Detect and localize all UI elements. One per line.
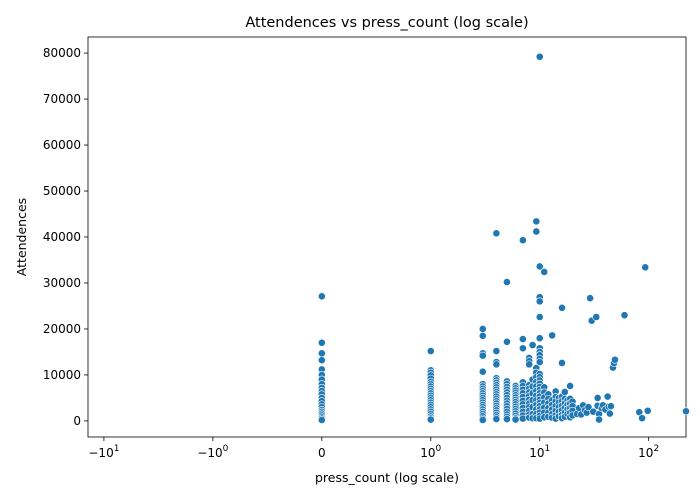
data-point bbox=[682, 407, 690, 416]
data-point bbox=[535, 358, 544, 366]
data-point bbox=[518, 335, 527, 343]
x-tick-base: 10 bbox=[420, 446, 435, 460]
x-tick-label: 101 bbox=[529, 444, 550, 460]
data-point bbox=[641, 263, 650, 272]
data-point bbox=[503, 278, 511, 286]
data-point bbox=[558, 359, 566, 367]
data-point bbox=[528, 341, 537, 349]
x-tick-base: 10 bbox=[529, 446, 544, 460]
data-point bbox=[317, 356, 326, 365]
data-point bbox=[478, 331, 487, 340]
data-point bbox=[317, 416, 326, 424]
data-point bbox=[317, 292, 326, 301]
data-point bbox=[478, 367, 487, 376]
data-point bbox=[492, 229, 501, 238]
x-tick-exponent: 0 bbox=[436, 444, 442, 454]
data-point bbox=[584, 403, 593, 412]
x-tick-label: 0 bbox=[318, 446, 326, 460]
data-point bbox=[503, 415, 511, 423]
x-axis-label: press_count (log scale) bbox=[315, 470, 459, 485]
data-point bbox=[317, 349, 326, 358]
data-point bbox=[535, 334, 544, 343]
x-tick-base: −10 bbox=[88, 446, 113, 460]
x-tick-label: −101 bbox=[88, 444, 119, 460]
y-tick-label: 80000 bbox=[43, 46, 81, 60]
y-tick-label: 20000 bbox=[43, 322, 81, 336]
data-point bbox=[603, 392, 612, 401]
y-tick-label: 70000 bbox=[43, 92, 81, 106]
data-point bbox=[317, 338, 326, 347]
data-point bbox=[511, 415, 520, 424]
data-point bbox=[607, 402, 615, 411]
x-tick-exponent: 2 bbox=[653, 444, 659, 454]
data-point bbox=[540, 268, 549, 276]
data-point bbox=[492, 415, 501, 423]
data-point bbox=[558, 303, 566, 312]
data-point bbox=[548, 331, 557, 340]
data-point bbox=[478, 325, 487, 333]
data-point bbox=[535, 297, 544, 306]
x-tick-base: 0 bbox=[318, 446, 326, 460]
data-point bbox=[592, 313, 601, 321]
x-tick-base: −10 bbox=[197, 446, 222, 460]
data-point bbox=[532, 217, 541, 226]
y-axis: 0 10000 20000 30000 40000 50000 60000 70000 8000… bbox=[43, 46, 88, 428]
y-tick-label: 50000 bbox=[43, 184, 81, 198]
data-point bbox=[638, 414, 646, 423]
data-point bbox=[518, 414, 527, 423]
x-tick-exponent: 0 bbox=[223, 444, 229, 454]
y-tick-label: 60000 bbox=[43, 138, 81, 152]
data-point bbox=[503, 337, 511, 346]
y-tick-label: 40000 bbox=[43, 230, 81, 244]
data-point bbox=[566, 382, 575, 390]
plot-frame bbox=[87, 36, 687, 438]
data-point bbox=[525, 360, 534, 369]
data-point bbox=[535, 262, 544, 271]
x-tick-exponent: 1 bbox=[545, 444, 551, 454]
y-axis-label: Attendences bbox=[14, 198, 29, 276]
x-tick-base: 10 bbox=[638, 446, 653, 460]
data-point bbox=[535, 313, 544, 321]
x-axis: −101 −100 0 100 101 102 bbox=[88, 437, 659, 460]
data-point bbox=[478, 351, 487, 360]
chart-title: Attendences vs press_count (log scale) bbox=[245, 15, 528, 31]
data-point bbox=[586, 294, 595, 303]
data-point bbox=[620, 311, 629, 320]
y-tick-label: 10000 bbox=[43, 368, 81, 382]
y-tick-label: 0 bbox=[73, 414, 81, 428]
data-point bbox=[532, 227, 541, 236]
data-point bbox=[611, 355, 619, 364]
data-point bbox=[518, 344, 527, 353]
x-tick-label: −100 bbox=[197, 444, 228, 460]
x-tick-label: 102 bbox=[638, 444, 659, 460]
data-point bbox=[492, 347, 501, 355]
data-point bbox=[560, 388, 569, 396]
data-point bbox=[605, 409, 614, 418]
data-point bbox=[426, 347, 435, 355]
x-tick-label: 100 bbox=[420, 444, 441, 460]
data-point bbox=[492, 360, 501, 369]
data-point bbox=[593, 394, 602, 402]
data-point bbox=[643, 406, 652, 415]
data-points bbox=[317, 52, 690, 424]
x-tick-exponent: 1 bbox=[114, 444, 120, 454]
data-point bbox=[595, 415, 603, 424]
data-point bbox=[426, 415, 435, 424]
data-point bbox=[535, 52, 544, 61]
y-tick-label: 30000 bbox=[43, 276, 81, 290]
data-point bbox=[478, 416, 487, 424]
data-point bbox=[518, 236, 527, 245]
